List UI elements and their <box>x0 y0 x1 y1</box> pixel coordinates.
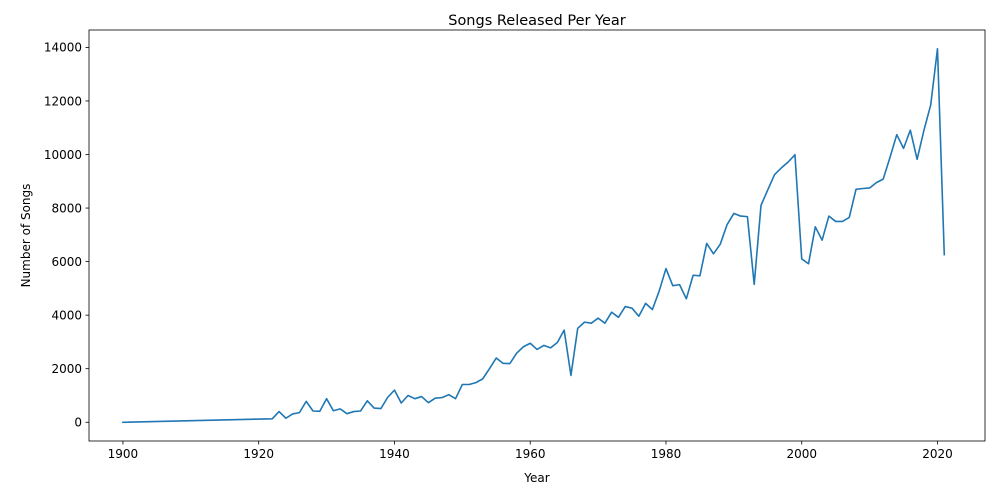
x-tick-label: 1940 <box>379 447 410 461</box>
x-tick-label: 1960 <box>515 447 546 461</box>
x-tick-label: 1920 <box>243 447 274 461</box>
x-tick-label: 1980 <box>651 447 682 461</box>
x-axis-label: Year <box>523 471 549 485</box>
series-layer <box>122 47 946 424</box>
y-tick-label: 8000 <box>51 201 82 215</box>
x-tick-label: 2000 <box>786 447 817 461</box>
y-tick-label: 14000 <box>44 41 82 55</box>
x-tick-label: 1900 <box>108 447 139 461</box>
x-tick-label: 2020 <box>922 447 953 461</box>
axes-frame <box>88 29 986 442</box>
y-tick-label: 0 <box>74 416 82 430</box>
y-tick-label: 10000 <box>44 148 82 162</box>
y-tick-label: 2000 <box>51 362 82 376</box>
y-axis-ticks: 0 2000 4000 6000 8000 10000 12000 14000 <box>44 41 89 430</box>
y-tick-label: 6000 <box>51 255 82 269</box>
series-line <box>122 47 946 424</box>
plot-area <box>89 30 985 441</box>
y-tick-label: 12000 <box>44 94 82 108</box>
x-axis-ticks: 1900 1920 1940 1960 1980 2000 2020 <box>108 441 953 461</box>
y-axis-label: Number of Songs <box>19 184 33 288</box>
y-tick-label: 4000 <box>51 308 82 322</box>
chart-title: Songs Released Per Year <box>448 13 626 29</box>
